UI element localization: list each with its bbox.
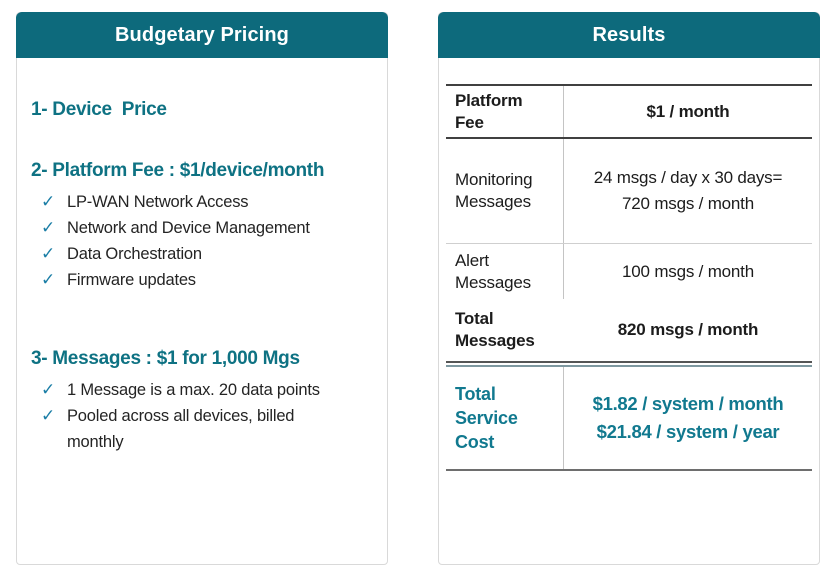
row-value: 24 msgs / day x 30 days= 720 msgs / mont… [593,168,783,213]
results-title: Results [592,23,666,46]
list-item-text: Firmware updates [67,271,196,289]
row-value: $1 / month [646,101,730,121]
table-row-monitoring-messages: Monitoring Messages 24 msgs / day x 30 d… [446,139,812,244]
list-item-text: LP-WAN Network Access [67,193,249,211]
check-icon: ✓ [41,270,56,289]
check-icon: ✓ [41,244,56,263]
results-table: Platform Fee $1 / month Monitoring Messa… [446,84,812,471]
check-icon: ✓ [41,406,56,425]
table-row-platform-fee: Platform Fee $1 / month [446,86,812,139]
results-header: Results [438,12,820,58]
row-label: Total Messages [455,309,535,350]
section-heading-platform-fee: 2- Platform Fee : $1/device/month [31,160,325,181]
check-icon: ✓ [41,192,56,211]
budgetary-pricing-title: Budgetary Pricing [115,23,289,46]
table-row-alert-messages: Alert Messages 100 msgs / month [446,244,812,299]
row-label: Monitoring Messages [446,139,564,243]
list-item: ✓ Firmware updates [31,267,369,293]
row-value: 100 msgs / month [622,261,754,281]
results-card: Results Platform Fee $1 / month Monitori… [438,12,820,565]
table-row-total-messages: Total Messages 820 msgs / month [446,299,812,361]
double-rule-divider [446,361,812,367]
budgetary-pricing-header: Budgetary Pricing [16,12,388,58]
row-value: $1.82 / system / month $21.84 / system /… [592,393,784,442]
check-icon: ✓ [41,218,56,237]
list-item-text: 1 Message is a max. 20 data points [67,381,320,399]
list-item: ✓ Data Orchestration [31,241,369,267]
section-heading-messages: 3- Messages : $1 for 1,000 Mgs [31,348,300,369]
list-item: ✓ LP-WAN Network Access [31,189,369,215]
section-heading-device-price: 1- Device Price [31,99,167,120]
table-row-total-service-cost: Total Service Cost $1.82 / system / mont… [446,367,812,471]
row-label: Alert Messages [446,244,564,299]
list-item-text: Data Orchestration [67,245,202,263]
row-value: 820 msgs / month [617,320,759,339]
messages-check-list: ✓ 1 Message is a max. 20 data points ✓ P… [31,377,369,455]
list-item: ✓ 1 Message is a max. 20 data points [31,377,369,403]
list-item: ✓ Pooled across all devices, billed mont… [31,403,369,455]
list-item-text: Pooled across all devices, billed monthl… [67,407,295,451]
platform-fee-check-list: ✓ LP-WAN Network Access ✓ Network and De… [31,189,369,293]
list-item: ✓ Network and Device Management [31,215,369,241]
budgetary-pricing-card: Budgetary Pricing 1- Device Price 2- Pla… [16,12,388,565]
list-item-text: Network and Device Management [67,219,310,237]
check-icon: ✓ [41,380,56,399]
budgetary-pricing-content: 1- Device Price 2- Platform Fee : $1/dev… [17,98,387,455]
row-label: Platform Fee [446,86,564,137]
row-label: Total Service Cost [446,367,564,469]
